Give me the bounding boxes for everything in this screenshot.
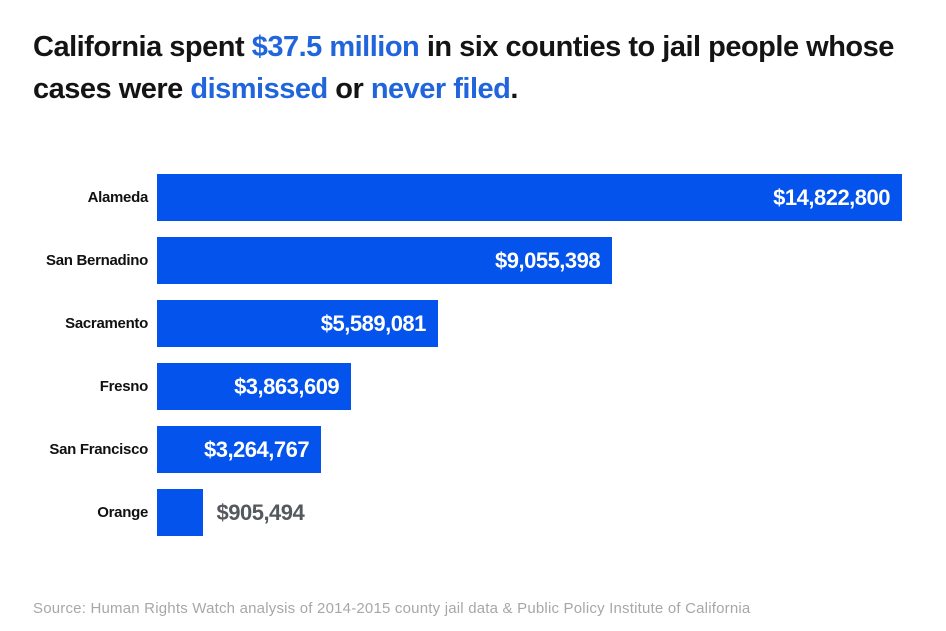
bar-track: $9,055,398 xyxy=(157,237,902,284)
source-note: Source: Human Rights Watch analysis of 2… xyxy=(33,600,751,617)
bar: $3,863,609 xyxy=(157,363,352,410)
title-accent-segment: $37.5 million xyxy=(251,31,420,63)
title-segment: or xyxy=(327,73,371,105)
bar-row: San Bernadino $9,055,398 xyxy=(33,237,902,284)
bar-track: $3,264,767 xyxy=(157,426,902,473)
county-label: Sacramento xyxy=(65,315,148,332)
value-label: $5,589,081 xyxy=(320,310,427,336)
bar xyxy=(157,489,203,536)
bar-row: Alameda $14,822,800 xyxy=(33,174,902,221)
bar-row: San Francisco $3,264,767 xyxy=(33,426,902,473)
bar: $14,822,800 xyxy=(157,174,902,221)
bar-track: $905,494 xyxy=(157,489,902,536)
chart-title: California spent $37.5 million in six co… xyxy=(0,0,946,110)
title-segment: California spent xyxy=(33,31,252,63)
value-label: $3,863,609 xyxy=(234,373,340,399)
value-label: $14,822,800 xyxy=(773,184,890,210)
bar-track: $14,822,800 xyxy=(157,174,902,221)
county-label: Orange xyxy=(97,504,148,521)
value-label: $905,494 xyxy=(216,499,305,525)
county-label: Alameda xyxy=(87,189,149,206)
bar: $9,055,398 xyxy=(157,237,613,284)
county-label: San Francisco xyxy=(49,441,148,458)
county-label: San Bernadino xyxy=(46,252,148,269)
bar-row: Sacramento $5,589,081 xyxy=(33,300,902,347)
title-segment: . xyxy=(510,73,518,105)
bar: $3,264,767 xyxy=(157,426,322,473)
title-segment: in six counties to jail people whose cas… xyxy=(33,31,894,105)
bar: $5,589,081 xyxy=(157,300,438,347)
title-accent-segment: never filed xyxy=(370,73,511,105)
bar-row: Fresno $3,863,609 xyxy=(33,363,902,410)
title-accent-segment: dismissed xyxy=(190,73,328,105)
chart-plot-area: Alameda $14,822,800 San Bernadino $9,055,39… xyxy=(0,174,946,536)
value-label: $3,264,767 xyxy=(203,436,310,462)
bar-track: $5,589,081 xyxy=(157,300,902,347)
bar-track: $3,863,609 xyxy=(157,363,902,410)
value-label: $9,055,398 xyxy=(495,247,601,273)
county-label: Fresno xyxy=(99,378,149,395)
bar-row: Orange $905,494 xyxy=(33,489,902,536)
